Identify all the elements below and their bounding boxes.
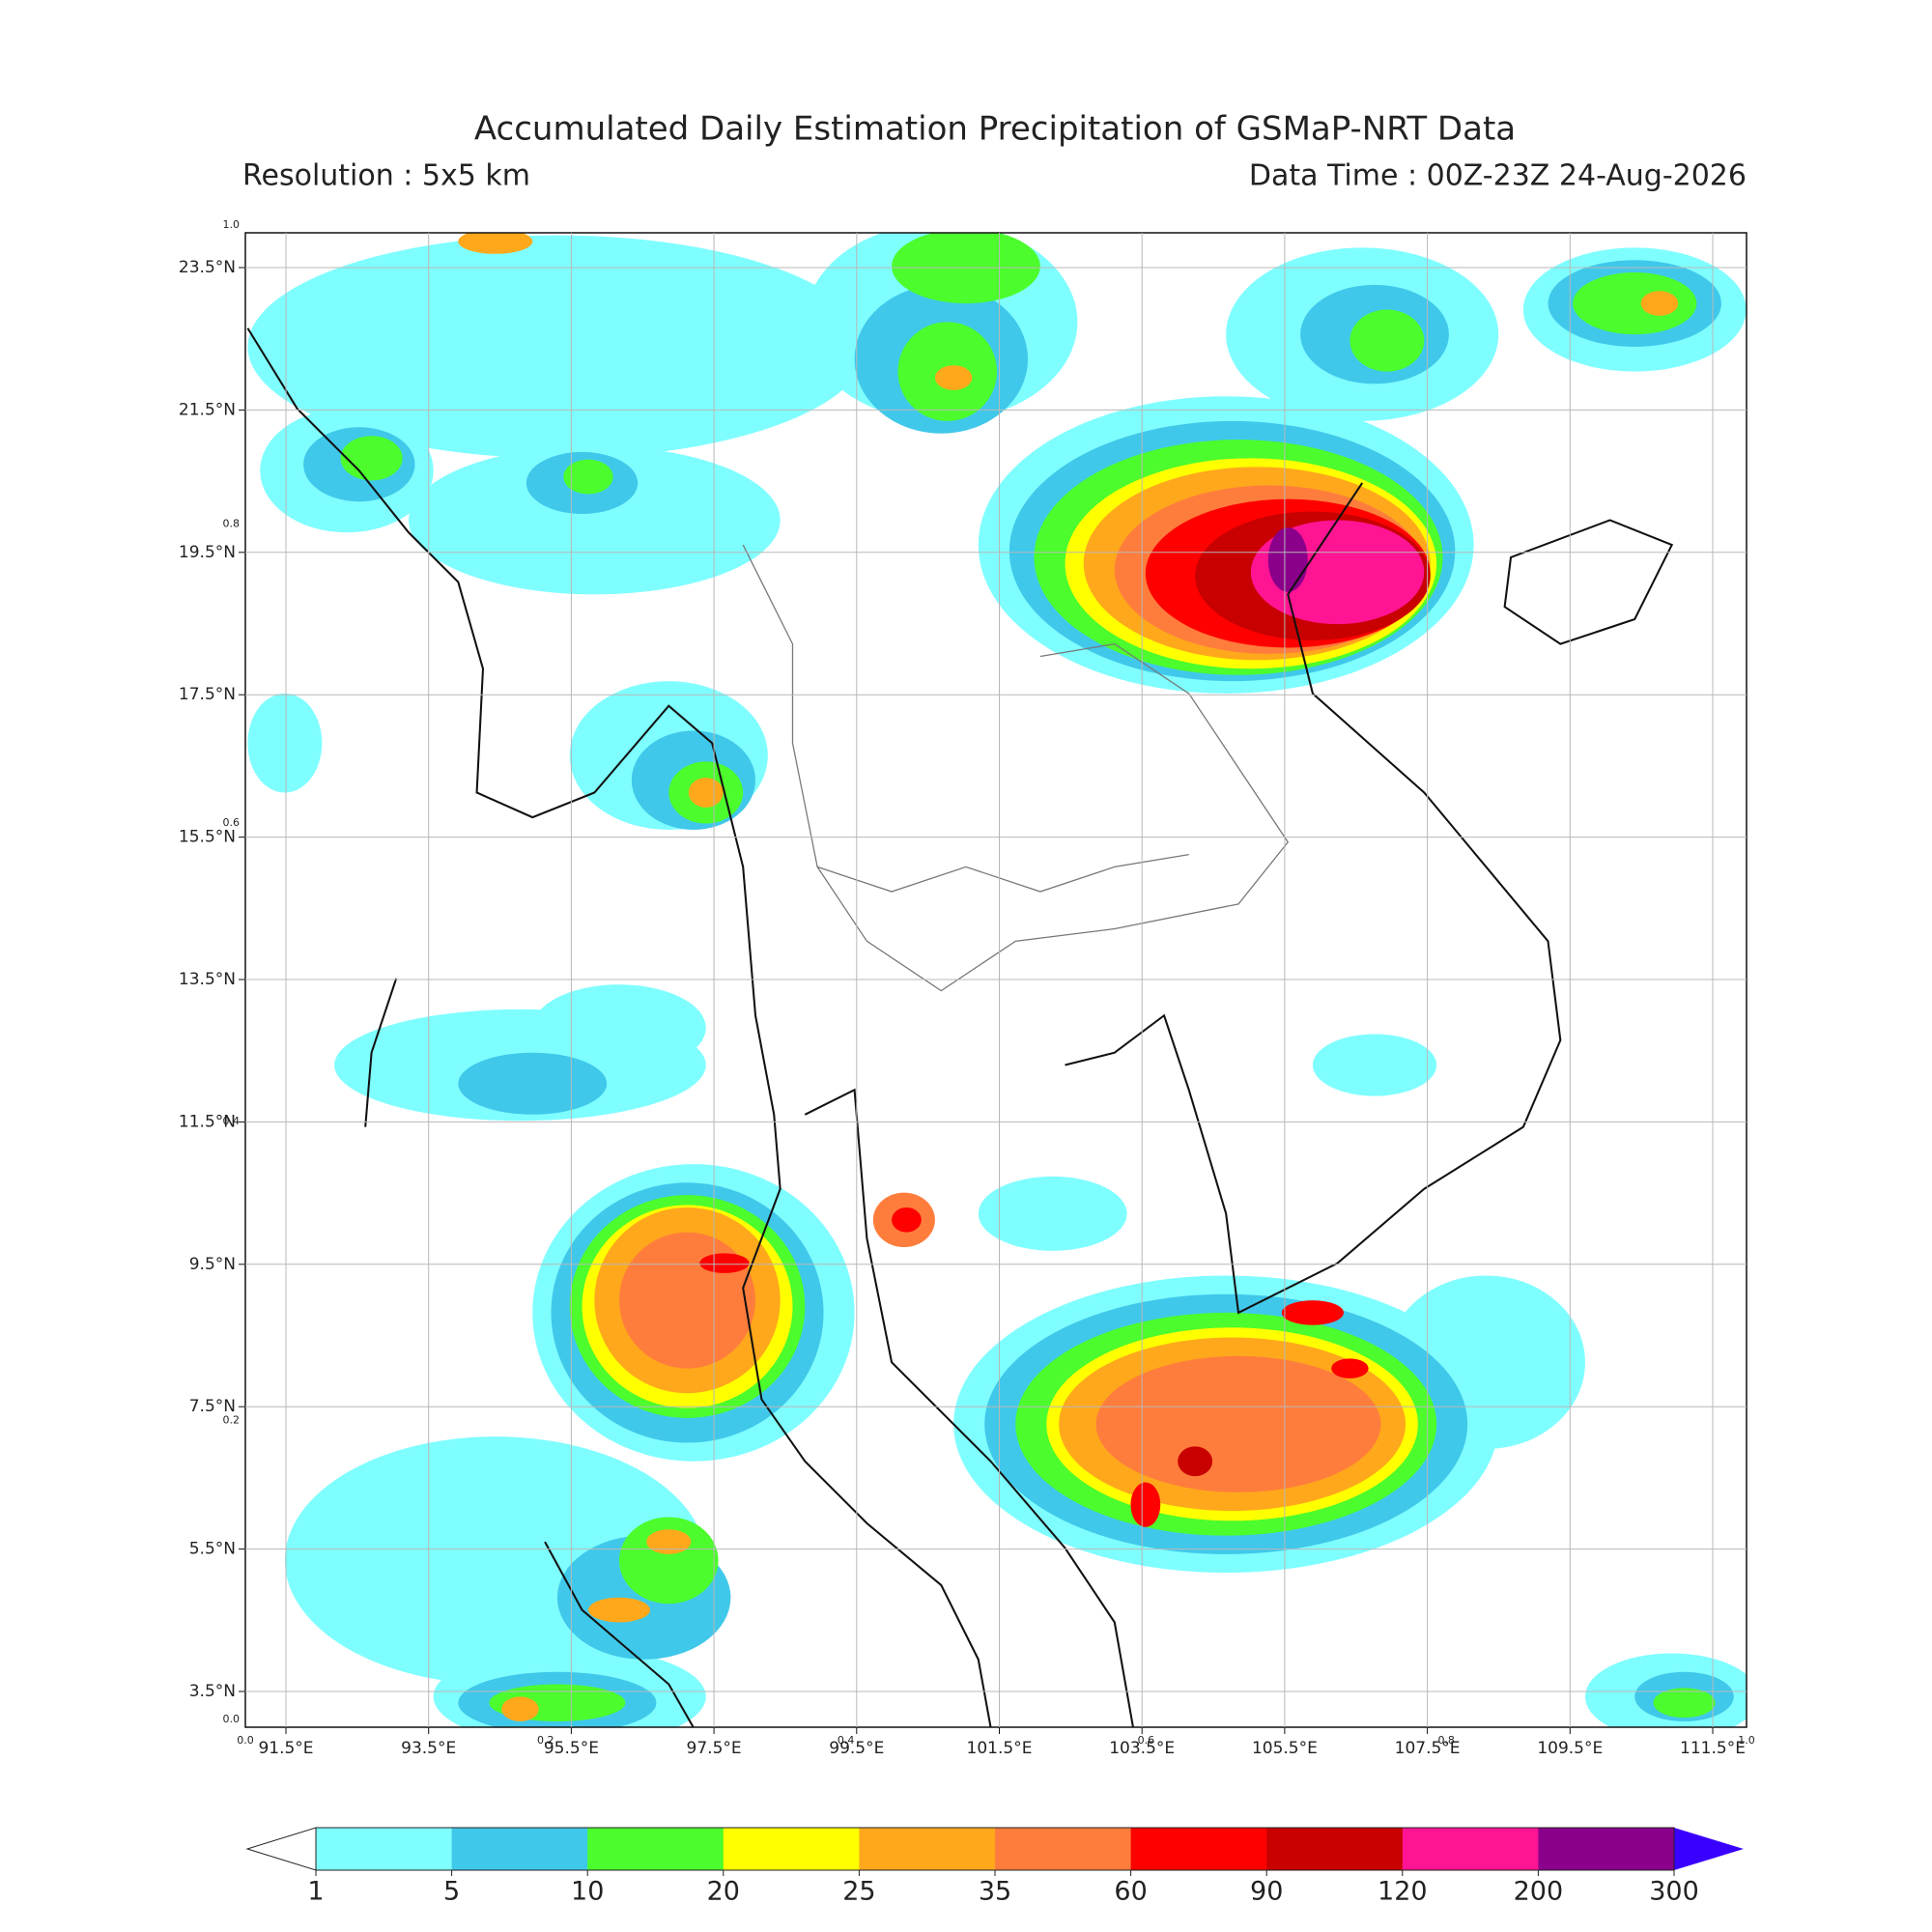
colorbar-label: 20 (707, 1877, 740, 1907)
lat-label: 3.5°N (189, 1682, 236, 1701)
colorbar-label: 1 (307, 1877, 324, 1907)
lat-label: 21.5°N (179, 400, 236, 419)
map-area (246, 233, 1747, 1727)
lat-label: 15.5°N (179, 828, 236, 847)
colorbar-box (1266, 1828, 1404, 1870)
frame-tick: 0.8 (223, 517, 241, 529)
colorbar-label: 35 (979, 1877, 1011, 1907)
colorbar-box (316, 1828, 453, 1870)
colorbar-label: 300 (1649, 1877, 1699, 1907)
colorbar-box (1402, 1828, 1539, 1870)
colorbar-box (587, 1828, 724, 1870)
lat-label: 7.5°N (189, 1397, 236, 1416)
lat-label: 5.5°N (189, 1540, 236, 1559)
frame-tick: 1.0 (223, 218, 241, 231)
lon-label: 105.5°E (1252, 1739, 1318, 1758)
frame-tick: 1.0 (1738, 1734, 1755, 1747)
frame-tick: 0.0 (237, 1734, 254, 1747)
frame-tick: 0.2 (223, 1414, 241, 1427)
colorbar-box (995, 1828, 1132, 1870)
data-time: Data Time : 00Z-23Z 24-Aug-2026 (1249, 159, 1747, 193)
lon-label: 111.5°E (1680, 1739, 1746, 1758)
frame-tick: 0.0 (223, 1713, 241, 1725)
lon-label: 101.5°E (967, 1739, 1033, 1758)
lon-label: 97.5°E (687, 1739, 742, 1758)
lon-label: 107.5°E (1395, 1739, 1461, 1758)
colorbar-label: 10 (571, 1877, 604, 1907)
over-arrow (1674, 1828, 1744, 1870)
colorbar-label: 25 (842, 1877, 875, 1907)
lat-label: 17.5°N (179, 685, 236, 704)
under-arrow (245, 1827, 317, 1871)
colorbar-label: 90 (1250, 1877, 1283, 1907)
frame-tick: 0.6 (223, 816, 241, 829)
lon-label: 91.5°E (258, 1739, 313, 1758)
lon-label: 99.5°E (829, 1739, 884, 1758)
colorbar-label: 120 (1378, 1877, 1428, 1907)
frame-tick: 0.4 (223, 1115, 241, 1127)
lat-label: 13.5°N (179, 970, 236, 989)
lon-label: 109.5°E (1537, 1739, 1603, 1758)
lat-label: 9.5°N (189, 1255, 236, 1274)
colorbar-box (859, 1828, 996, 1870)
lon-label: 95.5°E (544, 1739, 599, 1758)
precipitation-field (246, 233, 1747, 1727)
frame-tick: 0.2 (537, 1734, 554, 1747)
resolution: Resolution : 5x5 km (242, 159, 530, 193)
colorbar-box (1538, 1828, 1675, 1870)
colorbar-label: 5 (443, 1877, 460, 1907)
lon-label: 103.5°E (1109, 1739, 1175, 1758)
colorbar-box (451, 1828, 588, 1870)
frame-tick: 0.4 (838, 1734, 855, 1747)
lat-label: 23.5°N (179, 258, 236, 277)
colorbar-label: 200 (1514, 1877, 1564, 1907)
title: Accumulated Daily Estimation Precipitati… (474, 110, 1516, 149)
lat-label: 11.5°N (179, 1112, 236, 1131)
lat-label: 19.5°N (179, 543, 236, 562)
colorbar-box (723, 1828, 860, 1870)
frame-tick: 0.6 (1138, 1734, 1155, 1747)
lon-label: 93.5°E (401, 1739, 456, 1758)
colorbar-box (1130, 1828, 1267, 1870)
frame-tick: 0.8 (1437, 1734, 1455, 1747)
colorbar-label: 60 (1114, 1877, 1147, 1907)
